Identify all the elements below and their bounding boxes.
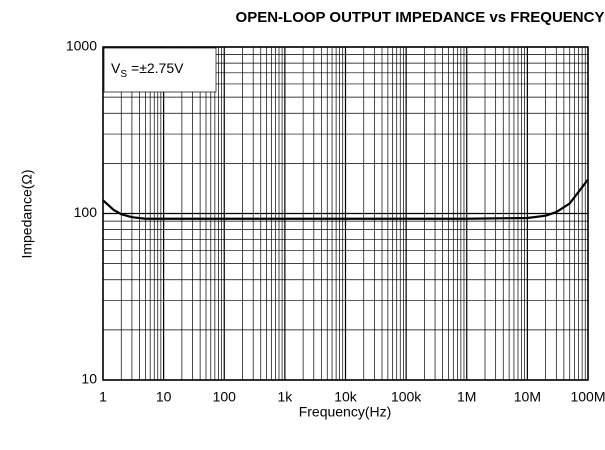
y-tick-label: 1000 [66, 38, 97, 54]
annotation-part: V [111, 60, 121, 76]
y-tick-label: 10 [81, 371, 97, 387]
annotation: VS =±2.75V [111, 60, 184, 80]
x-axis-label: Frequency(Hz) [299, 404, 392, 420]
annotation-part: =±2.75V [131, 60, 184, 76]
chart-title: OPEN-LOOP OUTPUT IMPEDANCE vs FREQUENCY [236, 9, 605, 26]
x-tick-label: 1k [277, 389, 293, 405]
x-tick-label: 10M [514, 389, 541, 405]
x-tick-label: 1M [457, 389, 476, 405]
x-tick-label: 10 [156, 389, 172, 405]
plot-frame [102, 46, 589, 381]
annotation-box [103, 47, 217, 93]
data-line [102, 178, 589, 220]
x-tick-label: 100 [213, 389, 237, 405]
x-tick-label: 10k [334, 389, 358, 405]
y-axis-label: Impedance(Ω) [19, 169, 35, 258]
x-tick-label: 100k [391, 389, 422, 405]
annotation-part: S [120, 69, 127, 80]
y-tick-label: 100 [74, 204, 98, 220]
x-tick-label: 100M [570, 389, 605, 405]
x-tick-label: 1 [99, 389, 107, 405]
